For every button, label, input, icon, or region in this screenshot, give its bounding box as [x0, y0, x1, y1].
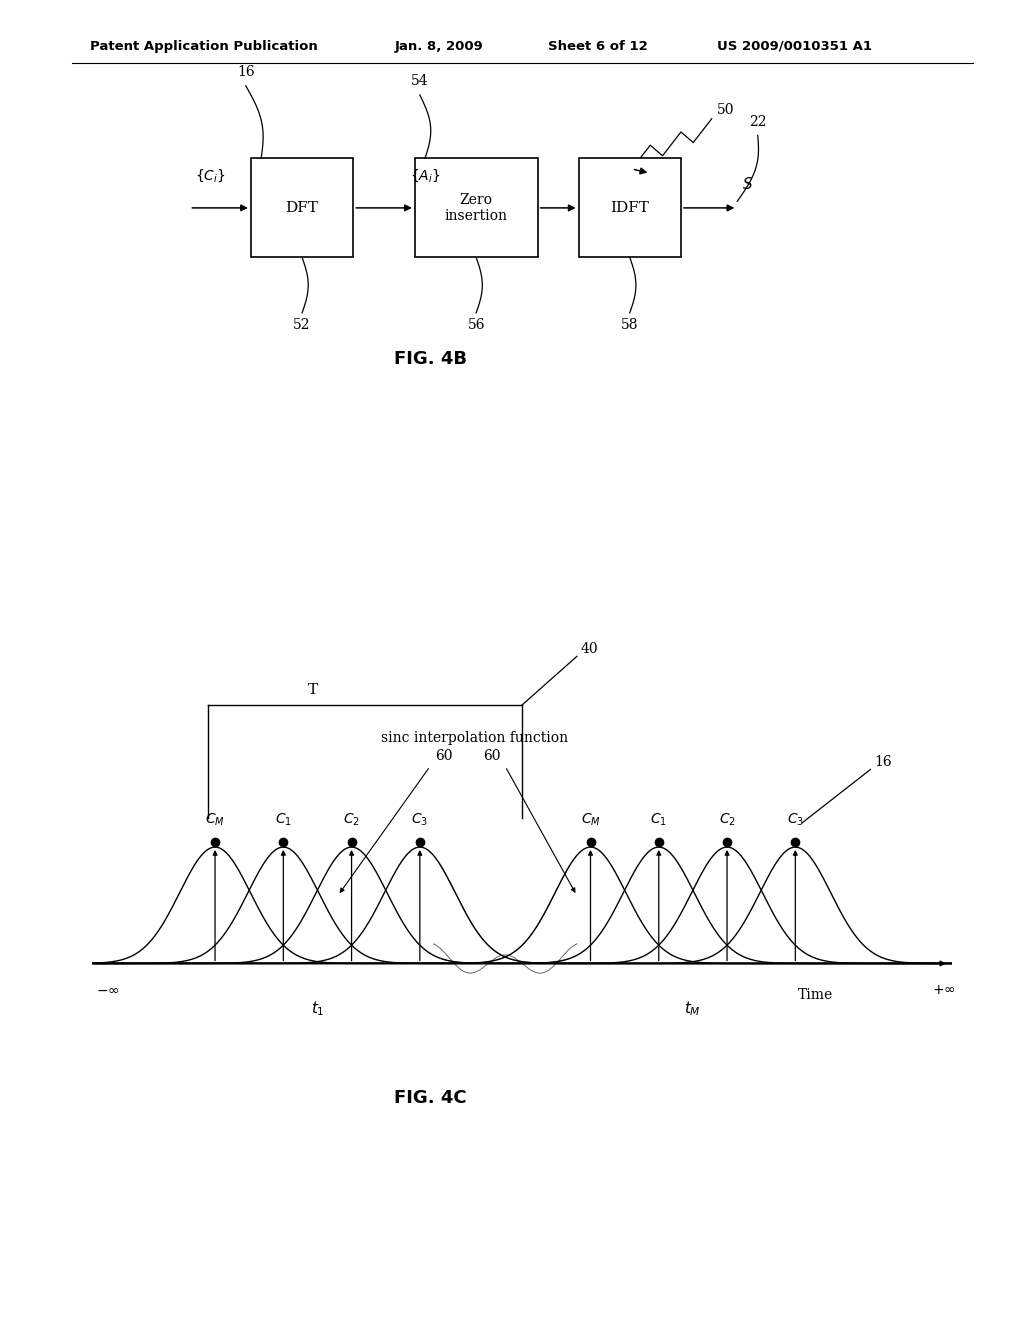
Text: sinc interpolation function: sinc interpolation function	[381, 731, 568, 746]
Text: Zero
insertion: Zero insertion	[444, 193, 508, 223]
Text: IDFT: IDFT	[610, 201, 649, 215]
Text: 22: 22	[749, 115, 767, 128]
Text: Sheet 6 of 12: Sheet 6 of 12	[548, 40, 647, 53]
Text: 50: 50	[717, 103, 734, 116]
Text: Time: Time	[798, 989, 834, 1002]
Text: $C_3$: $C_3$	[786, 812, 804, 828]
Text: Patent Application Publication: Patent Application Publication	[90, 40, 317, 53]
Text: 16: 16	[873, 755, 892, 770]
Text: Jan. 8, 2009: Jan. 8, 2009	[394, 40, 483, 53]
Text: T: T	[308, 682, 317, 697]
Text: $C_M$: $C_M$	[205, 812, 225, 828]
Text: $C_1$: $C_1$	[650, 812, 668, 828]
Text: $+\infty$: $+\infty$	[932, 983, 955, 997]
Text: DFT: DFT	[286, 201, 318, 215]
Text: 60: 60	[482, 748, 501, 763]
Text: $C_3$: $C_3$	[412, 812, 428, 828]
Text: $C_M$: $C_M$	[581, 812, 600, 828]
Text: $C_2$: $C_2$	[343, 812, 360, 828]
Text: FIG. 4B: FIG. 4B	[393, 350, 467, 368]
Text: 60: 60	[435, 748, 453, 763]
Bar	[579, 158, 681, 257]
Text: 40: 40	[581, 642, 598, 656]
Text: $C_1$: $C_1$	[274, 812, 292, 828]
Text: FIG. 4C: FIG. 4C	[394, 1089, 466, 1107]
Text: 56: 56	[467, 318, 485, 333]
Text: 54: 54	[411, 74, 429, 88]
Bar	[251, 158, 353, 257]
Text: $\{A_i\}$: $\{A_i\}$	[410, 168, 440, 183]
Text: 16: 16	[237, 65, 255, 79]
Text: $\{C_i\}$: $\{C_i\}$	[195, 168, 225, 183]
Text: $t_1$: $t_1$	[310, 999, 325, 1018]
Text: $t_M$: $t_M$	[684, 999, 701, 1018]
Text: US 2009/0010351 A1: US 2009/0010351 A1	[717, 40, 871, 53]
Text: 58: 58	[621, 318, 639, 333]
Bar	[415, 158, 538, 257]
Text: 52: 52	[293, 318, 311, 333]
Text: $S$: $S$	[742, 176, 754, 191]
Text: $-\infty$: $-\infty$	[95, 983, 119, 997]
Text: $C_2$: $C_2$	[719, 812, 735, 828]
